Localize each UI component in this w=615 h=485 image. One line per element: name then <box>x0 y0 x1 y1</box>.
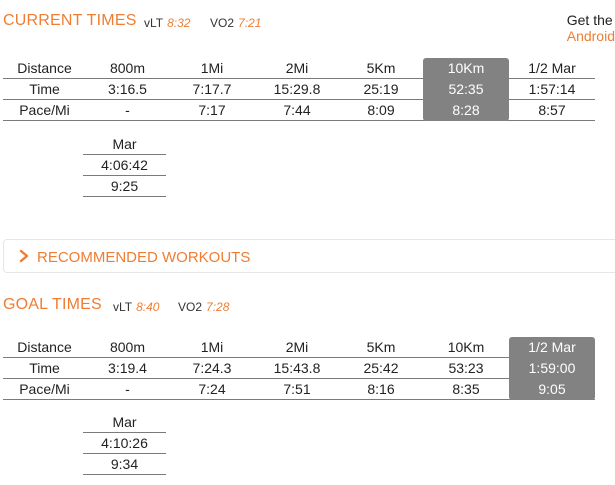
header-cell: 10Km <box>423 337 509 358</box>
current-vo2: VO2 7:21 <box>210 16 261 30</box>
goal-times-table: Distance 800m 1Mi 2Mi 5Km 10Km 1/2 Mar T… <box>3 337 595 400</box>
time-cell: 53:23 <box>423 357 509 379</box>
vlt-value: 8:32 <box>167 16 191 30</box>
distance-row: Distance 800m 1Mi 2Mi 5Km 10Km 1/2 Mar <box>3 337 595 358</box>
header-cell: 1Mi <box>169 337 255 358</box>
promo-line-1: Get the <box>566 12 613 28</box>
android-promo[interactable]: Get the Android <box>567 12 615 44</box>
time-cell: 1:59:00 <box>509 357 595 379</box>
marathon-header: Mar <box>83 134 166 155</box>
goal-times-title: GOAL TIMES <box>3 296 102 313</box>
pace-cell: - <box>86 378 169 400</box>
vo2-label: VO2 <box>210 16 235 30</box>
vlt-value: 8:40 <box>136 300 160 314</box>
current-marathon-table: Mar 4:06:42 9:25 <box>83 134 166 197</box>
header-cell: 1/2 Mar <box>509 58 595 79</box>
time-row: Time 3:19.4 7:24.3 15:43.8 25:42 53:23 1… <box>3 357 595 379</box>
pace-cell: 8:09 <box>339 99 423 121</box>
pace-cell: 7:44 <box>255 99 339 121</box>
header-cell: 1Mi <box>169 58 255 79</box>
header-cell: 5Km <box>339 337 423 358</box>
time-cell: 3:16.5 <box>86 78 169 100</box>
header-cell: 10Km <box>423 58 509 79</box>
header-cell: 800m <box>86 337 169 358</box>
goal-vlt: vLT 8:40 <box>113 300 159 314</box>
header-cell: 5Km <box>339 58 423 79</box>
current-times-table: Distance 800m 1Mi 2Mi 5Km 10Km 1/2 Mar T… <box>3 58 595 121</box>
vo2-value: 7:21 <box>238 16 262 30</box>
marathon-header: Mar <box>83 412 166 433</box>
recommended-workouts-label: RECOMMENDED WORKOUTS <box>37 249 251 266</box>
pace-row: Pace/Mi - 7:17 7:44 8:09 8:28 8:57 <box>3 99 595 121</box>
header-cell: 2Mi <box>255 337 339 358</box>
pace-cell: 8:57 <box>509 99 595 121</box>
time-cell: 15:43.8 <box>255 357 339 379</box>
marathon-pace: 9:25 <box>83 175 166 197</box>
time-cell: 1:57:14 <box>509 78 595 100</box>
pace-cell: Pace/Mi <box>3 378 86 400</box>
pace-cell: - <box>86 99 169 121</box>
marathon-time: 4:06:42 <box>83 154 166 176</box>
vlt-label: vLT <box>144 16 164 30</box>
pace-cell: 8:35 <box>423 378 509 400</box>
time-cell: Time <box>3 78 86 100</box>
time-cell: 7:17.7 <box>169 78 255 100</box>
header-cell: Distance <box>3 58 86 79</box>
header-cell: Distance <box>3 337 86 358</box>
vlt-label: vLT <box>113 300 133 314</box>
pace-cell: 7:51 <box>255 378 339 400</box>
time-row: Time 3:16.5 7:17.7 15:29.8 25:19 52:35 1… <box>3 78 595 100</box>
pace-cell: Pace/Mi <box>3 99 86 121</box>
header-cell: 2Mi <box>255 58 339 79</box>
marathon-time: 4:10:26 <box>83 432 166 454</box>
time-cell: 7:24.3 <box>169 357 255 379</box>
header-cell: 1/2 Mar <box>509 337 595 358</box>
pace-cell: 8:28 <box>423 99 509 121</box>
chevron-right-icon <box>19 249 29 263</box>
current-times-title: CURRENT TIMES <box>3 12 137 29</box>
vo2-label: VO2 <box>178 300 203 314</box>
time-cell: 15:29.8 <box>255 78 339 100</box>
current-vlt: vLT 8:32 <box>144 16 190 30</box>
distance-row: Distance 800m 1Mi 2Mi 5Km 10Km 1/2 Mar <box>3 58 595 79</box>
recommended-workouts-toggle[interactable]: RECOMMENDED WORKOUTS <box>3 239 615 273</box>
vo2-value: 7:28 <box>206 300 230 314</box>
header-cell: 800m <box>86 58 169 79</box>
promo-android-link[interactable]: Android <box>566 28 615 44</box>
goal-vo2: VO2 7:28 <box>178 300 229 314</box>
time-cell: Time <box>3 357 86 379</box>
time-cell: 3:19.4 <box>86 357 169 379</box>
time-cell: 52:35 <box>423 78 509 100</box>
marathon-pace: 9:34 <box>83 453 166 475</box>
time-cell: 25:19 <box>339 78 423 100</box>
pace-cell: 8:16 <box>339 378 423 400</box>
pace-cell: 7:17 <box>169 99 255 121</box>
goal-marathon-table: Mar 4:10:26 9:34 <box>83 412 166 475</box>
pace-cell: 7:24 <box>169 378 255 400</box>
pace-cell: 9:05 <box>509 378 595 400</box>
pace-row: Pace/Mi - 7:24 7:51 8:16 8:35 9:05 <box>3 378 595 400</box>
time-cell: 25:42 <box>339 357 423 379</box>
